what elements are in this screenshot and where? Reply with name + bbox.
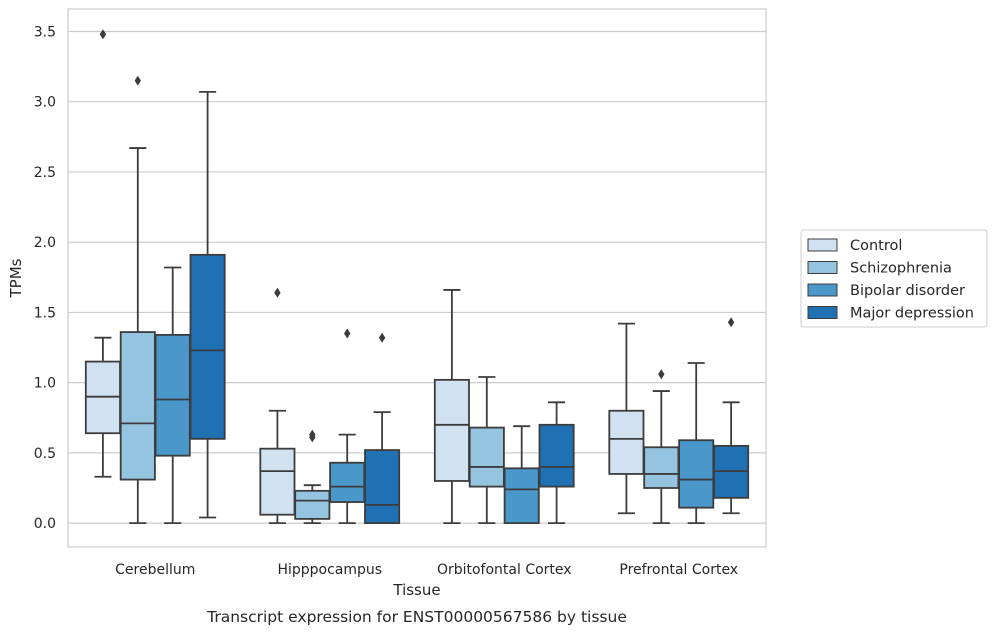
iqr-box	[608, 409, 645, 475]
y-tick-labels: 0.0 0.5 1.0 1.5 2.0 2.5 3.0 3.5	[34, 24, 56, 532]
iqr-box	[259, 447, 296, 516]
y-tick-label: 2.5	[34, 165, 56, 181]
box-3-0	[608, 322, 645, 515]
iqr-box	[468, 426, 505, 488]
iqr-box	[433, 378, 470, 482]
box-2-1	[468, 376, 505, 525]
iqr-box	[643, 446, 680, 489]
box-2-3	[538, 401, 575, 525]
box-0-0	[84, 29, 121, 478]
box-1-1	[294, 429, 331, 525]
x-tick-label: Cerebellum	[115, 562, 195, 578]
x-tick-labels: Cerebellum Hipppocampus Orbitofontal Corte…	[115, 562, 738, 578]
iqr-box	[294, 489, 331, 520]
box-2-0	[433, 289, 470, 525]
box-1-3	[364, 332, 401, 525]
iqr-box	[678, 439, 715, 509]
legend-swatch	[807, 261, 838, 274]
x-tick-label: Hipppocampus	[277, 562, 382, 578]
boxes	[84, 29, 750, 525]
box-1-2	[329, 328, 366, 525]
outlier-point	[134, 75, 141, 86]
outlier-point	[378, 332, 386, 343]
x-tick-label: Orbitofontal Cortex	[437, 562, 572, 578]
outlier-point	[309, 429, 316, 440]
legend-swatch	[807, 238, 838, 252]
y-tick-label: 0.0	[34, 516, 56, 532]
y-tick-label: 3.5	[34, 24, 56, 40]
y-tick-label: 3.0	[34, 95, 56, 111]
iqr-box	[329, 461, 366, 503]
outlier-point	[658, 369, 665, 380]
plot-frame	[67, 8, 767, 548]
box-0-2	[154, 266, 191, 525]
legend-frame	[800, 229, 988, 328]
box-3-2	[678, 362, 715, 525]
legend-swatch	[807, 283, 838, 297]
box-3-3	[713, 317, 750, 515]
chart-caption: Transcript expression for ENST0000056758…	[206, 608, 627, 626]
iqr-box	[503, 467, 540, 525]
iqr-box	[154, 333, 191, 457]
outlier-point	[99, 29, 107, 40]
y-tick-label: 1.5	[34, 305, 56, 321]
x-axis-title: Tissue	[392, 581, 440, 599]
box-2-2	[503, 425, 540, 525]
iqr-box	[189, 253, 226, 440]
y-axis-title: TPMs	[7, 258, 25, 298]
legend-label: Major depression	[850, 306, 974, 322]
box-3-1	[643, 369, 680, 525]
iqr-box	[364, 449, 401, 525]
legend-swatch	[807, 306, 838, 319]
legend-label: Schizophrenia	[850, 261, 952, 277]
box-1-0	[259, 287, 296, 525]
y-tick-label: 2.0	[34, 235, 56, 251]
outlier-point	[274, 287, 281, 298]
legend-label: Control	[850, 238, 902, 254]
outlier-point	[727, 317, 735, 328]
y-tick-label: 0.5	[34, 446, 56, 462]
x-tick-label: Prefrontal Cortex	[619, 562, 738, 578]
legend-label: Bipolar disorder	[850, 283, 965, 299]
box-0-1	[119, 75, 156, 525]
box-0-3	[189, 90, 226, 519]
y-tick-label: 1.0	[34, 376, 56, 392]
iqr-box	[119, 331, 156, 481]
legend: Control Schizophrenia Bipolar disorder Majo…	[800, 229, 988, 328]
iqr-box	[538, 423, 575, 488]
outlier-point	[344, 328, 351, 339]
